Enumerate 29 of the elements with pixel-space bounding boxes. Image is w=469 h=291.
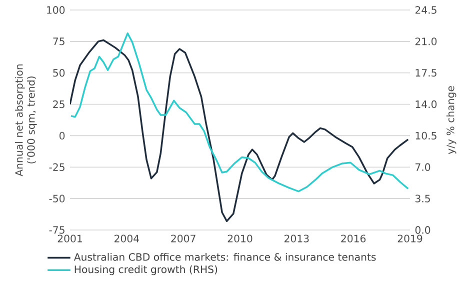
y2-tick-label: 10.5 <box>416 132 436 140</box>
y-tick-label: 50 <box>53 69 65 77</box>
y-axis-title: Annual net absorption ('000 sqm, trend) <box>14 64 37 176</box>
legend-label: Australian CBD office markets: finance & insurance tenants <box>74 252 376 261</box>
y-tick-label: -50 <box>49 194 65 202</box>
y-tick-label: 75 <box>53 38 64 46</box>
y2-tick-label: 0.0 <box>415 226 430 234</box>
x-tick-label: 2016 <box>341 234 366 242</box>
y2-tick-label: 21.0 <box>415 38 437 46</box>
y2-tick-label: 17.5 <box>416 69 436 77</box>
y2-tick-label: 14.0 <box>416 100 437 108</box>
y2-tick-label: 7.0 <box>416 163 430 171</box>
y-tick-label: -25 <box>49 163 64 171</box>
y-tick-label: 0 <box>60 132 65 140</box>
y-tick-label: 100 <box>47 6 65 14</box>
y2-tick-label: 24.5 <box>415 6 436 14</box>
x-tick-label: 2007 <box>171 234 196 242</box>
legend-label: Housing credit growth (RHS) <box>74 265 218 276</box>
line-series <box>70 39 409 222</box>
y2-tick-label: 3.5 <box>415 194 430 202</box>
x-tick-label: 2010 <box>228 234 252 242</box>
y-tick-label: 25 <box>53 100 64 108</box>
y2-axis-title: y/y % change <box>446 86 456 154</box>
line-series <box>70 32 409 192</box>
x-tick-label: 2019 <box>398 234 422 242</box>
x-tick-label: 2004 <box>114 234 139 242</box>
x-tick-label: 2001 <box>58 234 82 242</box>
x-tick-label: 2013 <box>284 234 309 242</box>
y-tick-label: -75 <box>49 226 64 234</box>
